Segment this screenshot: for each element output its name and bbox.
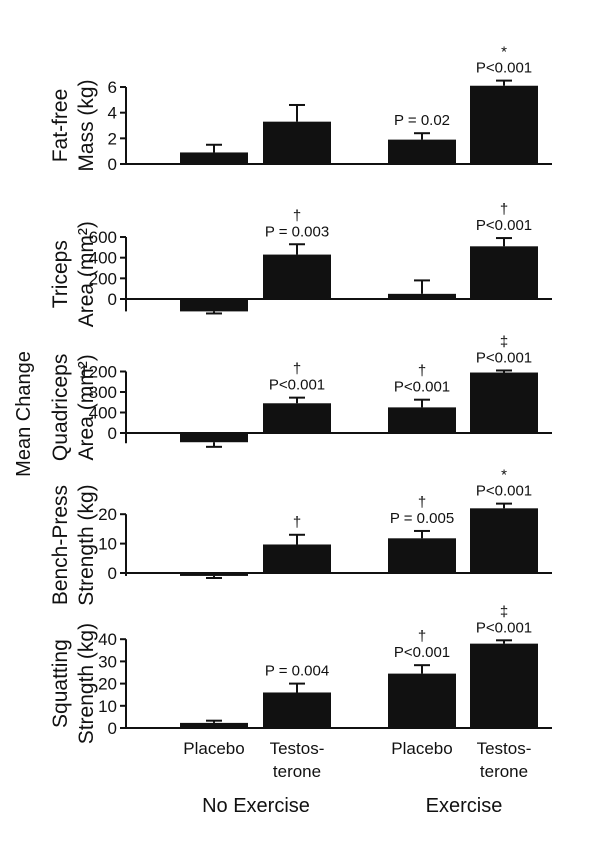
y-axis-label: Fat-free Mass (kg) [49, 79, 98, 171]
bar [180, 152, 248, 164]
y-axis-label: Squatting Strength (kg) [49, 623, 98, 744]
significance-symbol: † [418, 363, 426, 380]
y-tick-label: 800 [89, 383, 117, 402]
bar [388, 407, 456, 433]
y-axis-label: Triceps Area (mm²) [49, 221, 98, 327]
bar [180, 722, 248, 728]
p-value-label: P = 0.004 [265, 663, 329, 680]
y-axis-label: Quadriceps Area (mm²) [49, 354, 98, 461]
significance-symbol: † [500, 201, 508, 218]
y-tick-label: 2 [108, 129, 117, 148]
y-axis-label-line: Squatting [49, 639, 72, 728]
p-value-label: P = 0.005 [390, 510, 454, 527]
p-value-label: P<0.001 [476, 349, 532, 366]
significance-symbol: ‡ [500, 333, 508, 350]
bar [388, 139, 456, 164]
p-value-label: P<0.001 [394, 644, 450, 661]
category-label: Placebo [391, 739, 452, 758]
significance-symbol: * [501, 467, 507, 484]
panel-1: 0 2 4 6 Fat-free Mass (kg) P = 0.02 P<0.001* [49, 44, 552, 174]
bar [263, 403, 331, 433]
y-tick-label: 600 [89, 228, 117, 247]
y-axis-label-line: Quadriceps [49, 354, 72, 461]
bar [263, 254, 331, 299]
y-tick-label: 10 [98, 697, 117, 716]
bar [470, 508, 538, 573]
bar [388, 673, 456, 728]
y-tick-label: 400 [89, 404, 117, 423]
y-tick-label: 200 [89, 269, 117, 288]
p-value-label: P<0.001 [394, 379, 450, 396]
p-value-label: P<0.001 [476, 483, 532, 500]
significance-symbol: † [418, 494, 426, 511]
p-value-label: P = 0.003 [265, 223, 329, 240]
category-label: Testos- [477, 739, 532, 758]
y-tick-label: 0 [108, 719, 117, 738]
significance-symbol: † [293, 361, 301, 378]
significance-symbol: † [418, 628, 426, 645]
y-axis-label-line: Bench-Press [49, 485, 72, 605]
y-axis-label-line: Triceps [49, 240, 72, 308]
bar [180, 299, 248, 312]
category-labels: Placebo Testos-terone Placebo Testos-terone [183, 739, 531, 781]
y-axis-label-line: Strength (kg) [75, 484, 98, 605]
y-tick-label: 0 [108, 155, 117, 174]
significance-symbol: † [293, 514, 301, 531]
y-tick-label: 4 [108, 104, 117, 123]
y-axis-label-line: Strength (kg) [75, 623, 98, 744]
y-axis-label-line: Mass (kg) [75, 79, 98, 171]
bar [470, 85, 538, 164]
bar [388, 293, 456, 299]
significance-symbol: ‡ [500, 603, 508, 620]
p-value-label: P<0.001 [476, 60, 532, 77]
y-tick-label: 6 [108, 78, 117, 97]
p-value-label: P = 0.02 [394, 112, 450, 129]
y-axis-label-line: Area (mm²) [75, 354, 98, 460]
y-tick-label: 0 [108, 424, 117, 443]
y-tick-label: 20 [98, 505, 117, 524]
category-label: terone [273, 762, 321, 781]
shared-y-label: Mean Change [13, 351, 35, 477]
bar [470, 246, 538, 299]
y-tick-label: 10 [98, 535, 117, 554]
category-label: terone [480, 762, 528, 781]
bar [180, 573, 248, 576]
bar [388, 538, 456, 573]
p-value-label: P<0.001 [269, 377, 325, 394]
y-tick-label: 30 [98, 652, 117, 671]
bar [470, 643, 538, 728]
bar [263, 121, 331, 164]
y-axis-label-line: Fat-free [49, 89, 72, 163]
y-axis-label: Bench-Press Strength (kg) [49, 484, 98, 605]
y-tick-label: 1200 [79, 363, 117, 382]
significance-symbol: † [293, 207, 301, 224]
y-tick-label: 40 [98, 630, 117, 649]
bar [180, 433, 248, 443]
y-tick-label: 0 [108, 564, 117, 583]
y-tick-label: 20 [98, 675, 117, 694]
y-axis-label-line: Area (mm²) [75, 221, 98, 327]
category-label: Testos- [270, 739, 325, 758]
bar [263, 692, 331, 728]
p-value-label: P<0.001 [476, 619, 532, 636]
p-value-label: P<0.001 [476, 217, 532, 234]
group-label: Exercise [426, 795, 503, 817]
significance-symbol: * [501, 44, 507, 61]
bar [470, 372, 538, 433]
y-tick-label: 400 [89, 249, 117, 268]
category-label: Placebo [183, 739, 244, 758]
group-label: No Exercise [202, 795, 310, 817]
bar [263, 544, 331, 573]
y-tick-label: 0 [108, 290, 117, 309]
